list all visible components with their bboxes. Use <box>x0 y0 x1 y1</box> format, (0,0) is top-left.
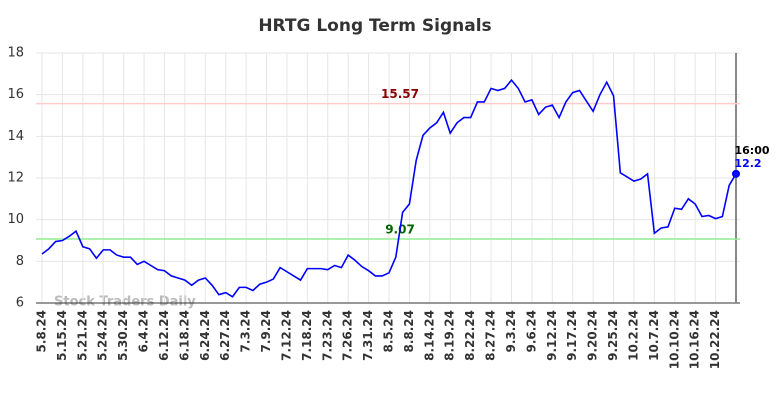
x-tick-label: 9.12.24 <box>545 310 559 361</box>
x-tick-label: 10.7.24 <box>647 310 661 361</box>
x-tick-label: 5.21.24 <box>75 310 89 361</box>
x-tick-label: 6.18.24 <box>177 310 191 361</box>
x-tick-label: 8.5.24 <box>382 310 396 353</box>
x-tick-label: 9.3.24 <box>504 310 518 353</box>
signal-label: 15.57 <box>381 87 419 101</box>
x-tick-label: 7.9.24 <box>259 310 273 353</box>
last-point <box>732 169 740 178</box>
x-tick-label: 8.27.24 <box>484 310 498 361</box>
x-tick-label: 7.23.24 <box>320 310 334 361</box>
x-tick-label: 8.8.24 <box>402 310 416 353</box>
last-time-label: 16:00 <box>734 144 769 157</box>
x-tick-label: 9.6.24 <box>524 310 538 353</box>
x-tick-label: 7.3.24 <box>239 310 253 353</box>
x-tick-label: 7.26.24 <box>341 310 355 361</box>
x-tick-label: 9.25.24 <box>606 310 620 361</box>
y-tick-label: 18 <box>7 46 24 61</box>
x-tick-label: 7.31.24 <box>361 310 375 361</box>
chart-title: HRTG Long Term Signals <box>258 16 491 36</box>
x-tick-label: 7.18.24 <box>300 310 314 361</box>
x-tick-label: 5.8.24 <box>35 310 49 353</box>
x-tick-label: 6.27.24 <box>218 310 232 361</box>
x-tick-label: 5.15.24 <box>55 310 69 361</box>
x-tick-label: 5.30.24 <box>116 310 130 361</box>
x-tick-label: 6.24.24 <box>198 310 212 361</box>
watermark: Stock Traders Daily <box>54 295 196 310</box>
x-tick-label: 8.19.24 <box>443 310 457 361</box>
x-tick-label: 10.10.24 <box>667 310 681 369</box>
y-tick-label: 10 <box>7 212 24 227</box>
y-tick-label: 14 <box>7 129 24 144</box>
x-tick-label: 8.14.24 <box>422 310 436 361</box>
x-tick-label: 9.17.24 <box>565 310 579 361</box>
y-tick-label: 8 <box>16 254 24 269</box>
x-tick-label: 8.22.24 <box>463 310 477 361</box>
x-tick-label: 6.12.24 <box>157 310 171 361</box>
x-tick-label: 7.12.24 <box>279 310 293 361</box>
x-tick-label: 10.16.24 <box>688 310 702 369</box>
x-tick-label: 5.24.24 <box>96 310 110 361</box>
x-tick-label: 6.4.24 <box>137 310 151 353</box>
y-tick-label: 12 <box>7 171 24 186</box>
price-line <box>41 78 737 298</box>
y-tick-label: 6 <box>16 296 24 311</box>
x-tick-label: 9.20.24 <box>586 310 600 361</box>
y-tick-label: 16 <box>7 87 24 102</box>
x-tick-label: 10.2.24 <box>626 310 640 361</box>
last-value-label: 12.2 <box>734 157 761 170</box>
x-tick-label: 10.22.24 <box>708 310 722 369</box>
